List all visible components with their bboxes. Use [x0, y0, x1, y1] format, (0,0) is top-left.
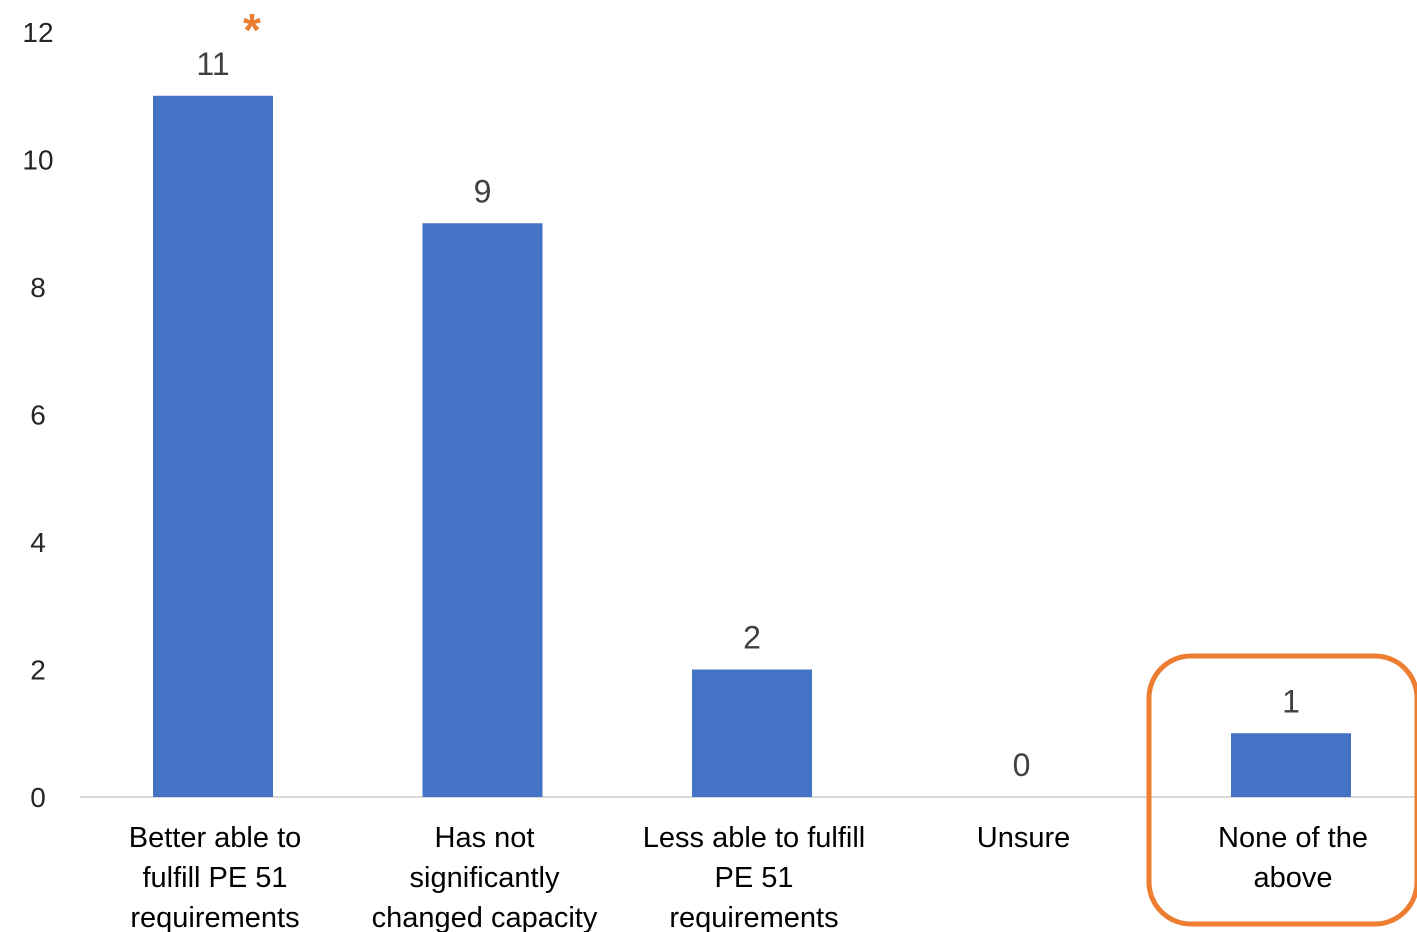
data-labels: 11 9 2 0 1: [196, 46, 1300, 783]
category-label: fulfill PE 51: [142, 862, 287, 894]
data-label: 0: [1013, 747, 1031, 783]
y-axis-tick-labels: 0 2 4 6 8 10 12: [22, 17, 53, 813]
category-label: Has not: [435, 822, 535, 854]
annotations: *: [243, 4, 1417, 927]
category-label: PE 51: [715, 862, 794, 894]
bar: [1231, 733, 1351, 797]
data-label: 2: [743, 620, 761, 656]
category-label: requirements: [669, 902, 838, 932]
bars: [153, 95, 1351, 797]
y-tick-label: 8: [30, 272, 46, 303]
category-label: None of the: [1218, 822, 1368, 854]
y-tick-label: 0: [30, 782, 46, 813]
y-tick-label: 4: [30, 527, 46, 558]
asterisk-annotation: *: [243, 4, 261, 56]
category-label: Unsure: [977, 822, 1071, 854]
bar: [692, 669, 812, 797]
data-label: 9: [474, 173, 492, 209]
category-label: above: [1253, 862, 1332, 894]
y-tick-label: 12: [22, 17, 53, 48]
category-label: Less able to fulfill: [643, 822, 865, 854]
bar: [153, 95, 273, 797]
category-label: changed capacity: [372, 902, 598, 932]
data-label: 11: [196, 46, 229, 82]
data-label: 1: [1282, 683, 1300, 719]
y-tick-label: 2: [30, 655, 46, 686]
category-label: significantly: [410, 862, 560, 894]
category-labels: Better able to fulfill PE 51 requirements H…: [129, 822, 1368, 932]
bar: [422, 223, 543, 797]
y-tick-label: 6: [30, 400, 46, 431]
y-tick-label: 10: [22, 145, 53, 176]
category-label: requirements: [130, 902, 299, 932]
highlight-box: [1146, 653, 1417, 927]
category-label: Better able to: [129, 822, 302, 854]
